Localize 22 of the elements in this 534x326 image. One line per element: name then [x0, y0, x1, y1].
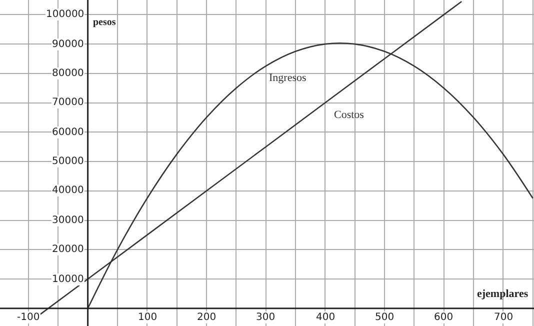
- x-tick-label: -100: [17, 312, 40, 323]
- x-tick-label: 600: [434, 312, 454, 323]
- y-tick-label: 20000: [52, 244, 84, 255]
- x-axis-title: ejemplares: [477, 288, 529, 300]
- series-label: Costos: [334, 109, 364, 121]
- y-tick-label: 30000: [52, 215, 84, 226]
- y-tick-label: 10000: [52, 274, 84, 285]
- x-tick-label: 100: [138, 312, 158, 323]
- x-tick-label: 500: [375, 312, 394, 323]
- y-tick-label: 100000: [46, 9, 84, 20]
- y-tick-label: 80000: [52, 68, 84, 79]
- x-tick-label: 700: [494, 312, 514, 323]
- x-tick-label: 300: [256, 312, 276, 323]
- series-label: Ingresos: [269, 72, 306, 84]
- y-tick-label: 60000: [52, 127, 84, 138]
- y-tick-label: 40000: [52, 185, 84, 196]
- y-axis-title: pesos: [93, 17, 116, 28]
- y-tick-label: 50000: [52, 156, 84, 167]
- x-tick-label: 400: [316, 312, 336, 323]
- y-tick-label: 90000: [52, 39, 84, 50]
- y-tick-label: 70000: [52, 97, 84, 108]
- x-tick-label: 200: [197, 312, 216, 323]
